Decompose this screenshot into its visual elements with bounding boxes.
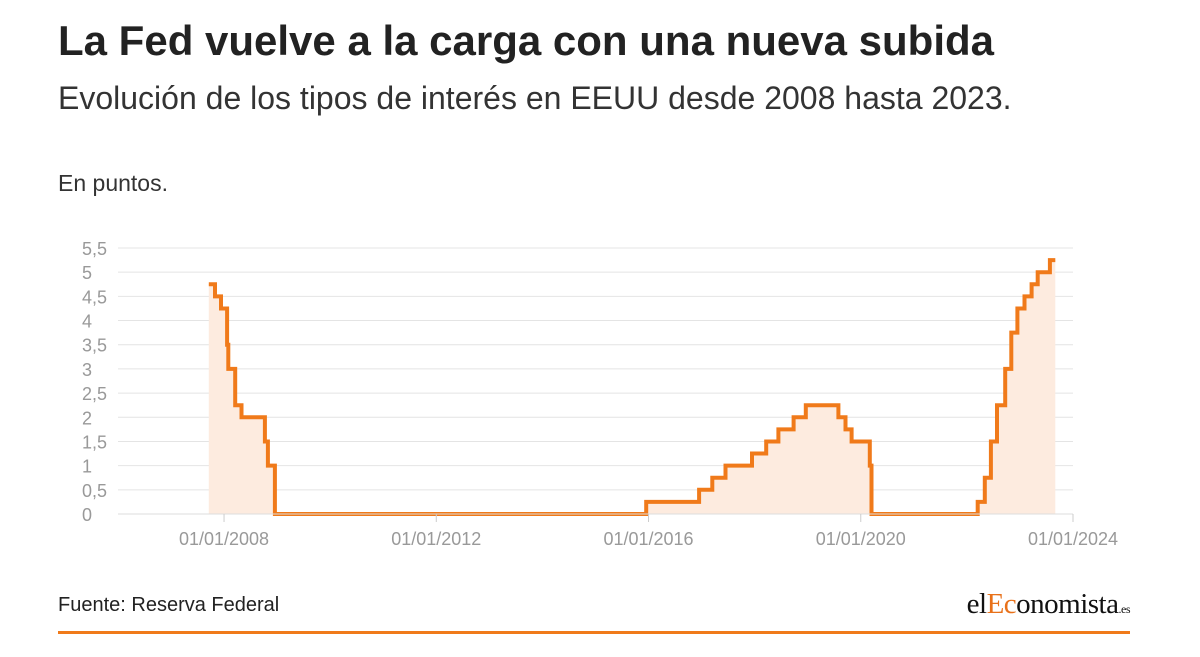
x-tick-label: 01/01/2016	[603, 529, 693, 549]
y-tick-label: 1	[82, 457, 92, 477]
series-area-0	[208, 260, 1056, 514]
rate-chart: 00,511,522,533,544,555,5 01/01/2008 01/01…	[82, 239, 1118, 549]
chart-subtitle: Evolución de los tipos de interés en EEU…	[58, 80, 1012, 116]
publisher-logo: elEconomista.es	[966, 588, 1131, 621]
chart-title: La Fed vuelve a la carga con una nueva s…	[58, 17, 994, 64]
y-tick-label: 2	[82, 408, 92, 428]
units-label: En puntos.	[58, 170, 168, 196]
y-axis: 0 0,5 1 1,5 2 2,5 3 3,5 4 4,5 5 5,5	[82, 239, 107, 525]
x-tick-label: 01/01/2008	[179, 529, 269, 549]
gridlines	[118, 247, 1073, 491]
source-note: Fuente: Reserva Federal	[58, 594, 280, 616]
x-tick-label: 01/01/2020	[816, 529, 906, 549]
y-tick-label: 3	[82, 360, 92, 380]
y-tick-label: 1,5	[82, 432, 107, 452]
y-tick-label: 4	[82, 312, 92, 332]
series-line-0	[208, 258, 1056, 516]
logo-accent: Ec	[986, 588, 1017, 620]
y-tick-label: 0,5	[82, 481, 107, 501]
x-axis: 01/01/2008 01/01/2012 01/01/2016 01/01/2020…	[118, 513, 1118, 549]
series-line	[208, 258, 1056, 516]
y-tick-label: 2,5	[82, 384, 107, 404]
y-tick-label: 5	[82, 263, 92, 283]
x-tick-label: 01/01/2012	[391, 529, 481, 549]
logo-tld: .es	[1118, 602, 1131, 616]
y-tick-label: 3,5	[82, 336, 107, 356]
y-tick-label: 0	[82, 505, 92, 525]
area-fill	[208, 260, 1056, 514]
bottom-rule	[58, 631, 1130, 634]
logo-prefix: el	[966, 588, 987, 620]
y-tick-label: 5,5	[82, 239, 107, 259]
logo-rest: onomista	[1016, 588, 1119, 620]
x-tick-label: 01/01/2024	[1028, 529, 1118, 549]
y-tick-label: 4,5	[82, 287, 107, 307]
